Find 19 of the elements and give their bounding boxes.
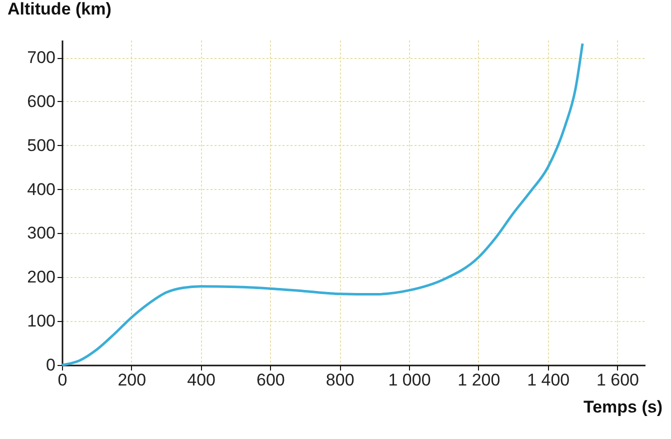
x-tick-label: 1 600 xyxy=(596,370,640,390)
y-tick-label: 500 xyxy=(27,136,56,155)
y-tick-label: 100 xyxy=(27,312,56,331)
y-tick-label: 200 xyxy=(27,268,56,287)
y-axis-title: Altitude (km) xyxy=(8,0,112,18)
x-tick-label: 800 xyxy=(326,370,354,390)
x-axis-title: Temps (s) xyxy=(583,398,662,416)
x-tick-label: 0 xyxy=(58,370,68,390)
y-tick-label: 600 xyxy=(27,92,56,111)
x-tick-label: 400 xyxy=(187,370,216,390)
y-tick-label: 700 xyxy=(27,48,56,68)
y-tick-label: 300 xyxy=(27,224,56,243)
y-tick-label: 0 xyxy=(46,356,56,374)
x-tick-label: 200 xyxy=(118,370,146,390)
x-tick-label: 600 xyxy=(256,370,285,390)
x-tick-label: 1 000 xyxy=(388,370,431,390)
y-tick-label: 400 xyxy=(27,180,56,199)
x-tick-label: 1 400 xyxy=(527,370,570,390)
x-tick-label: 1 200 xyxy=(458,370,500,390)
